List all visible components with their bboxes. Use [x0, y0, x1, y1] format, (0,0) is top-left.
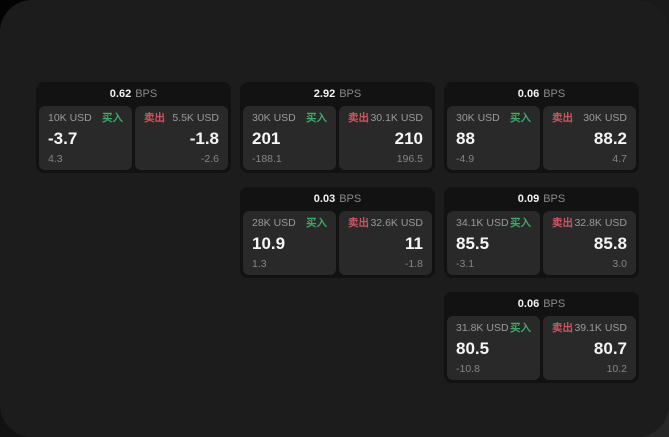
card-header: 0.03 BPS [240, 187, 435, 211]
buy-amount: 31.8K USD [456, 322, 509, 334]
quote-card: 0.06 BPS 30K USD 买入 88 -4.9 卖出 30K USD 8… [444, 82, 639, 173]
sell-amount: 32.6K USD [370, 217, 423, 229]
sell-label: 卖出 [144, 112, 165, 124]
sell-label: 卖出 [552, 322, 573, 334]
sell-price: -1.8 [189, 129, 219, 148]
bps-value: 0.09 [517, 193, 540, 205]
buy-panel[interactable]: 34.1K USD 买入 85.5 -3.1 [447, 211, 540, 275]
card-header: 0.62 BPS [36, 82, 231, 106]
buy-panel[interactable]: 28K USD 买入 10.9 1.3 [243, 211, 336, 275]
sell-amount: 32.8K USD [574, 217, 627, 229]
buy-delta: 1.3 [252, 257, 267, 270]
buy-label: 买入 [102, 112, 123, 124]
sell-amount: 5.5K USD [172, 112, 219, 124]
buy-amount: 30K USD [252, 112, 296, 124]
buy-delta: -4.9 [456, 152, 475, 165]
sell-panel[interactable]: 卖出 5.5K USD -1.8 -2.6 [135, 106, 228, 170]
quote-card: 0.09 BPS 34.1K USD 买入 85.5 -3.1 卖出 32.8K… [444, 187, 639, 278]
quote-card: 2.92 BPS 30K USD 买入 201 -188.1 卖出 30.1K … [240, 82, 435, 173]
buy-label: 买入 [510, 217, 531, 229]
bps-value: 2.92 [313, 88, 336, 100]
sell-delta: 3.0 [612, 257, 627, 270]
sell-panel[interactable]: 卖出 32.6K USD 11 -1.8 [339, 211, 432, 275]
quote-card: 0.03 BPS 28K USD 买入 10.9 1.3 卖出 32.6K US… [240, 187, 435, 278]
buy-panel[interactable]: 30K USD 买入 88 -4.9 [447, 106, 540, 170]
quote-card: 0.06 BPS 31.8K USD 买入 80.5 -10.8 卖出 39.1… [444, 292, 639, 383]
sell-panel[interactable]: 卖出 30K USD 88.2 4.7 [543, 106, 636, 170]
bps-unit-label: BPS [543, 298, 566, 310]
buy-price: -3.7 [48, 129, 78, 148]
buy-price: 88 [456, 129, 475, 148]
sell-price: 11 [405, 234, 423, 253]
quote-card: 0.62 BPS 10K USD 买入 -3.7 4.3 卖出 5.5K USD… [36, 82, 231, 173]
card-header: 0.06 BPS [444, 292, 639, 316]
sell-amount: 39.1K USD [574, 322, 627, 334]
sell-price: 85.8 [593, 234, 627, 253]
sell-price: 210 [394, 129, 423, 148]
bps-unit-label: BPS [135, 88, 158, 100]
sell-amount: 30K USD [583, 112, 627, 124]
sell-panel[interactable]: 卖出 39.1K USD 80.7 10.2 [543, 316, 636, 380]
buy-price: 80.5 [456, 339, 490, 358]
buy-amount: 28K USD [252, 217, 296, 229]
buy-delta: -188.1 [252, 152, 282, 165]
quote-panels: 28K USD 买入 10.9 1.3 卖出 32.6K USD 11 -1.8 [240, 211, 435, 278]
sell-panel[interactable]: 卖出 32.8K USD 85.8 3.0 [543, 211, 636, 275]
sell-label: 卖出 [552, 112, 573, 124]
sell-panel[interactable]: 卖出 30.1K USD 210 196.5 [339, 106, 432, 170]
sell-amount: 30.1K USD [370, 112, 423, 124]
card-header: 2.92 BPS [240, 82, 435, 106]
buy-label: 买入 [510, 322, 531, 334]
bps-value: 0.06 [517, 88, 540, 100]
buy-panel[interactable]: 31.8K USD 买入 80.5 -10.8 [447, 316, 540, 380]
sell-delta: 196.5 [396, 152, 423, 165]
buy-amount: 30K USD [456, 112, 500, 124]
buy-price: 10.9 [252, 234, 286, 253]
card-header: 0.06 BPS [444, 82, 639, 106]
sell-delta: -1.8 [404, 257, 423, 270]
quote-panels: 34.1K USD 买入 85.5 -3.1 卖出 32.8K USD 85.8… [444, 211, 639, 278]
buy-delta: 4.3 [48, 152, 63, 165]
buy-price: 201 [252, 129, 281, 148]
sell-price: 80.7 [593, 339, 627, 358]
bps-value: 0.03 [313, 193, 336, 205]
buy-label: 买入 [510, 112, 531, 124]
bps-unit-label: BPS [339, 88, 362, 100]
bps-value: 0.06 [517, 298, 540, 310]
bps-unit-label: BPS [339, 193, 362, 205]
sell-delta: 4.7 [612, 152, 627, 165]
buy-price: 85.5 [456, 234, 490, 253]
buy-panel[interactable]: 30K USD 买入 201 -188.1 [243, 106, 336, 170]
quote-panels: 30K USD 买入 88 -4.9 卖出 30K USD 88.2 4.7 [444, 106, 639, 173]
buy-panel[interactable]: 10K USD 买入 -3.7 4.3 [39, 106, 132, 170]
bps-unit-label: BPS [543, 193, 566, 205]
sell-label: 卖出 [552, 217, 573, 229]
sell-delta: -2.6 [200, 152, 219, 165]
card-header: 0.09 BPS [444, 187, 639, 211]
sell-label: 卖出 [348, 217, 369, 229]
quote-panels: 30K USD 买入 201 -188.1 卖出 30.1K USD 210 1… [240, 106, 435, 173]
bps-unit-label: BPS [543, 88, 566, 100]
sell-delta: 10.2 [606, 362, 627, 375]
bps-value: 0.62 [109, 88, 132, 100]
buy-amount: 10K USD [48, 112, 92, 124]
buy-label: 买入 [306, 112, 327, 124]
sell-label: 卖出 [348, 112, 369, 124]
buy-amount: 34.1K USD [456, 217, 509, 229]
buy-label: 买入 [306, 217, 327, 229]
quote-panels: 10K USD 买入 -3.7 4.3 卖出 5.5K USD -1.8 -2.… [36, 106, 231, 173]
quote-panels: 31.8K USD 买入 80.5 -10.8 卖出 39.1K USD 80.… [444, 316, 639, 383]
buy-delta: -3.1 [456, 257, 475, 270]
buy-delta: -10.8 [456, 362, 480, 375]
sell-price: 88.2 [593, 129, 627, 148]
